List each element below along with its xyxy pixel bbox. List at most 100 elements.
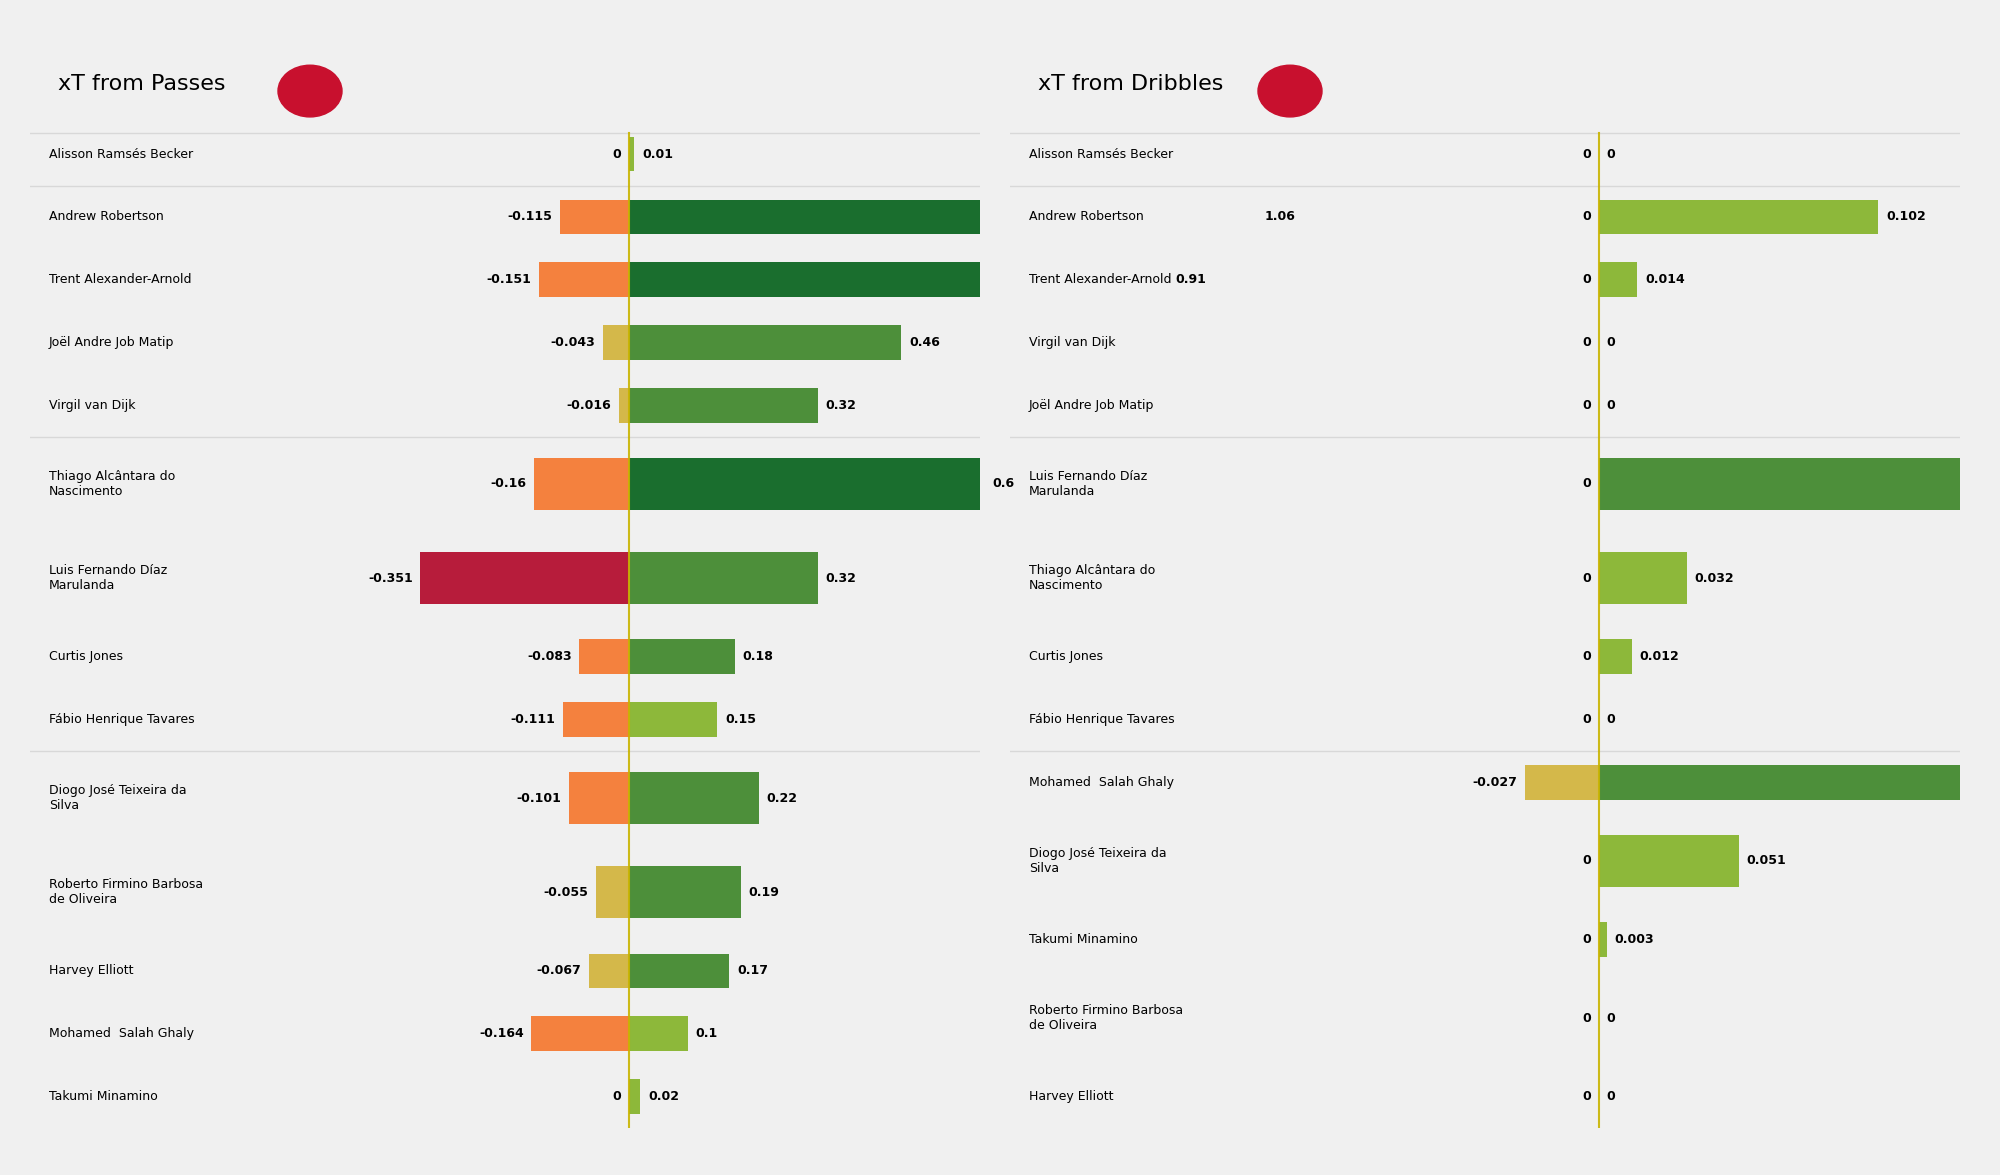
Text: -0.083: -0.083 <box>528 650 572 663</box>
Bar <box>628 458 984 510</box>
Text: 1.06: 1.06 <box>1264 210 1296 223</box>
Text: -0.164: -0.164 <box>478 1027 524 1040</box>
Bar <box>1600 262 1638 297</box>
Bar <box>1600 765 2000 800</box>
Text: 0: 0 <box>1582 650 1592 663</box>
Text: Trent Alexander-Arnold: Trent Alexander-Arnold <box>1028 274 1172 287</box>
Text: 0: 0 <box>1606 336 1616 349</box>
Text: Takumi Minamino: Takumi Minamino <box>48 1090 158 1103</box>
Bar <box>628 388 818 423</box>
Text: 0.18: 0.18 <box>742 650 774 663</box>
Bar <box>628 866 742 919</box>
Text: Roberto Firmino Barbosa
de Oliveira: Roberto Firmino Barbosa de Oliveira <box>1028 1005 1184 1032</box>
Text: xT from Dribbles: xT from Dribbles <box>1038 74 1224 94</box>
Bar <box>588 954 628 988</box>
Text: Harvey Elliott: Harvey Elliott <box>48 965 134 978</box>
Text: -0.043: -0.043 <box>550 336 596 349</box>
Bar <box>628 1080 640 1114</box>
Bar <box>532 1016 628 1050</box>
Text: 0: 0 <box>612 148 620 161</box>
Text: 0: 0 <box>1582 477 1592 490</box>
Text: 0.17: 0.17 <box>736 965 768 978</box>
Text: 0: 0 <box>1606 148 1616 161</box>
Text: Joël Andre Job Matip: Joël Andre Job Matip <box>1028 400 1154 412</box>
Text: 0.6: 0.6 <box>992 477 1014 490</box>
Text: 0: 0 <box>1606 1012 1616 1025</box>
Bar <box>628 703 718 737</box>
Text: -0.115: -0.115 <box>508 210 552 223</box>
Text: Thiago Alcântara do
Nascimento: Thiago Alcântara do Nascimento <box>1028 564 1156 592</box>
Text: 0: 0 <box>612 1090 620 1103</box>
Bar <box>1600 639 1632 674</box>
Bar <box>538 262 628 297</box>
Text: Alisson Ramsés Becker: Alisson Ramsés Becker <box>48 148 194 161</box>
Text: -0.055: -0.055 <box>544 886 588 899</box>
Text: 0: 0 <box>1606 713 1616 726</box>
Text: 0: 0 <box>1582 933 1592 946</box>
Text: 0.012: 0.012 <box>1640 650 1680 663</box>
Text: Luis Fernando Díaz
Marulanda: Luis Fernando Díaz Marulanda <box>1028 470 1148 498</box>
Bar <box>1600 835 1738 887</box>
Text: 0: 0 <box>1582 274 1592 287</box>
Bar <box>596 866 628 919</box>
Bar <box>534 458 628 510</box>
Text: 0: 0 <box>1582 336 1592 349</box>
Bar <box>628 772 758 824</box>
Text: 0.32: 0.32 <box>826 572 856 585</box>
Bar <box>628 325 902 360</box>
Text: 0.01: 0.01 <box>642 148 674 161</box>
Text: Fábio Henrique Tavares: Fábio Henrique Tavares <box>1028 713 1174 726</box>
Text: 0: 0 <box>1582 854 1592 867</box>
Bar <box>628 200 1258 234</box>
Bar <box>562 703 628 737</box>
Text: -0.151: -0.151 <box>486 274 532 287</box>
Text: Harvey Elliott: Harvey Elliott <box>1028 1090 1114 1103</box>
Text: 0: 0 <box>1606 400 1616 412</box>
Text: 0: 0 <box>1606 1090 1616 1103</box>
Text: 0.051: 0.051 <box>1746 854 1786 867</box>
Text: 0.102: 0.102 <box>1886 210 1926 223</box>
Text: -0.16: -0.16 <box>490 477 526 490</box>
Text: -0.351: -0.351 <box>368 572 412 585</box>
Text: Andrew Robertson: Andrew Robertson <box>48 210 164 223</box>
Text: 0: 0 <box>1582 210 1592 223</box>
Text: 0: 0 <box>1582 713 1592 726</box>
Text: 0.15: 0.15 <box>726 713 756 726</box>
Text: Mohamed  Salah Ghaly: Mohamed Salah Ghaly <box>48 1027 194 1040</box>
Bar <box>1600 552 1686 604</box>
Text: Virgil van Dijk: Virgil van Dijk <box>48 400 136 412</box>
Bar <box>620 388 628 423</box>
Text: 0.19: 0.19 <box>748 886 780 899</box>
Circle shape <box>1258 66 1322 116</box>
Text: -0.067: -0.067 <box>536 965 582 978</box>
Text: 0: 0 <box>1582 1012 1592 1025</box>
Text: Thiago Alcântara do
Nascimento: Thiago Alcântara do Nascimento <box>48 470 176 498</box>
Text: 0.32: 0.32 <box>826 400 856 412</box>
Text: Trent Alexander-Arnold: Trent Alexander-Arnold <box>48 274 192 287</box>
Bar <box>628 1016 688 1050</box>
Bar <box>420 552 628 604</box>
Bar <box>628 954 730 988</box>
Bar <box>1600 458 2000 510</box>
Text: 0.014: 0.014 <box>1644 274 1684 287</box>
Text: -0.101: -0.101 <box>516 792 562 805</box>
Text: 0: 0 <box>1582 1090 1592 1103</box>
Bar <box>568 772 628 824</box>
Text: -0.027: -0.027 <box>1472 776 1518 788</box>
Text: 0: 0 <box>1582 148 1592 161</box>
Bar <box>1600 922 1608 956</box>
Text: Diogo José Teixeira da
Silva: Diogo José Teixeira da Silva <box>1028 847 1166 875</box>
Bar <box>628 639 736 674</box>
Text: 0.46: 0.46 <box>908 336 940 349</box>
Circle shape <box>278 66 342 116</box>
Text: Fábio Henrique Tavares: Fábio Henrique Tavares <box>48 713 194 726</box>
Text: Virgil van Dijk: Virgil van Dijk <box>1028 336 1116 349</box>
Text: 0.91: 0.91 <box>1176 274 1206 287</box>
Text: Diogo José Teixeira da
Silva: Diogo José Teixeira da Silva <box>48 784 186 812</box>
Text: 0.003: 0.003 <box>1614 933 1654 946</box>
Text: Mohamed  Salah Ghaly: Mohamed Salah Ghaly <box>1028 776 1174 788</box>
Text: 0.032: 0.032 <box>1694 572 1734 585</box>
Bar <box>1600 200 1878 234</box>
Text: 0.1: 0.1 <box>696 1027 718 1040</box>
Text: -0.016: -0.016 <box>566 400 612 412</box>
